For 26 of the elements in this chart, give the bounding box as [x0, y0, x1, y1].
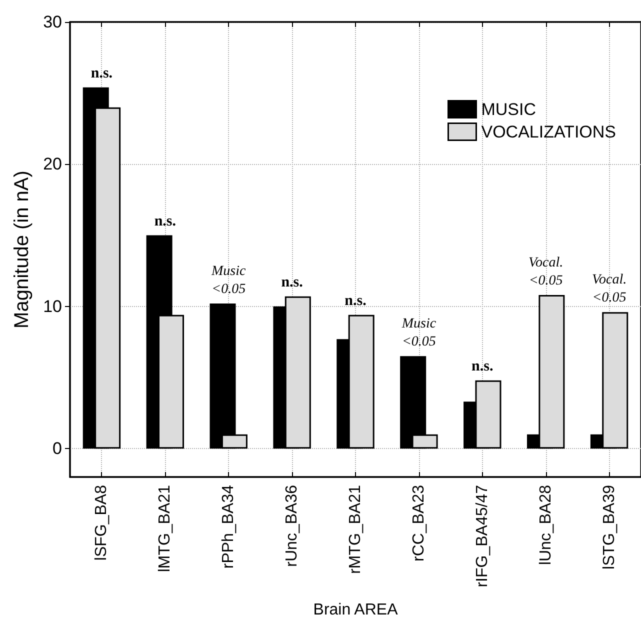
annotation: n.s.	[90, 65, 113, 82]
y-axis-title: Magnitude (in nA)	[11, 170, 33, 328]
annotation: Vocal. <0.05	[592, 272, 627, 306]
y-tick-label: 10	[43, 296, 62, 316]
x-tick-label: lSFG_BA8	[93, 484, 110, 561]
annotation: Vocal. <0.05	[528, 256, 564, 288]
y-tick-label: 30	[43, 12, 62, 32]
y-tick-label: 0	[52, 439, 62, 458]
x-tick-label: rUnc_BA36	[284, 484, 301, 567]
x-tick-label: rMTG_BA21	[347, 484, 364, 574]
x-tick-label: lSTG_BA39	[600, 484, 618, 570]
legend-label: VOCALIZATIONS	[481, 122, 616, 142]
annotation: Music <0.05	[400, 316, 437, 350]
legend-label: MUSIC	[481, 100, 536, 119]
annotation: n.s.	[344, 292, 367, 309]
x-axis-title: Brain AREA	[313, 602, 398, 618]
annotation: n.s.	[281, 274, 304, 290]
annotation: n.s.	[472, 358, 494, 374]
annotation: n.s.	[154, 213, 176, 230]
annotation: Music <0.05	[210, 264, 246, 298]
x-tick-label: lMTG_BA21	[156, 484, 174, 572]
x-tick-label: rCC_BA23	[410, 484, 428, 562]
x-tick-label: lUnc_BA28	[537, 484, 554, 566]
x-tick-label: rIFG_BA45/47	[474, 484, 491, 588]
x-tick-label: rPPh_BA34	[220, 484, 238, 569]
y-tick-label: 20	[43, 154, 62, 174]
